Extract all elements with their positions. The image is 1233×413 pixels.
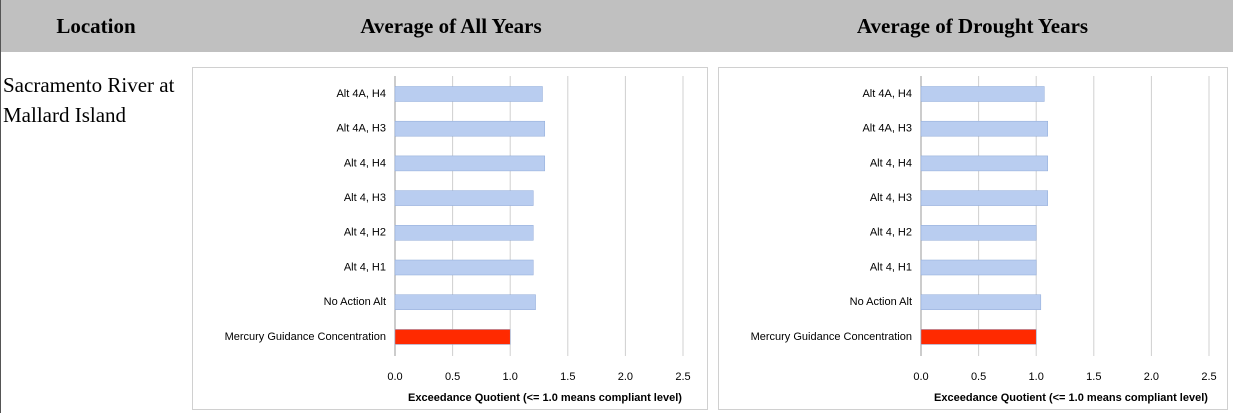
bar xyxy=(920,329,1037,345)
x-tick-label: 1.0 xyxy=(1029,371,1044,383)
bar xyxy=(920,259,1037,276)
header-cell: Location xyxy=(0,0,191,52)
x-tick-label: 0.0 xyxy=(387,371,402,383)
location-cell: Sacramento River at Mallard Island xyxy=(3,73,175,127)
x-tick-label: 1.5 xyxy=(560,371,575,383)
x-tick-label: 2.0 xyxy=(1144,371,1159,383)
border xyxy=(0,52,1,413)
y-tick-label: No Action Alt xyxy=(850,296,912,308)
y-tick-label: No Action Alt xyxy=(324,296,386,308)
x-tick-label: 0.5 xyxy=(971,371,986,383)
bar xyxy=(394,190,534,206)
chart: 0.0 0.5 1.0 1.5 2.0 2.5 Alt 4A, H4 Alt 4A, H3 Al… xyxy=(718,67,1228,410)
bar xyxy=(394,86,543,102)
y-tick-label: Alt 4A, H3 xyxy=(862,123,912,135)
x-tick-label: 2.0 xyxy=(618,371,633,383)
bar xyxy=(394,155,546,172)
bar xyxy=(920,86,1045,102)
x-tick-label: 0.5 xyxy=(445,371,460,383)
y-tick-label: Alt 4, H4 xyxy=(344,157,386,169)
bar xyxy=(394,259,534,276)
bar xyxy=(394,225,534,241)
y-tick-label: Mercury Guidance Concentration xyxy=(225,331,386,343)
y-tick-label: Alt 4, H2 xyxy=(870,227,912,239)
header-cell: Average of All Years xyxy=(190,0,712,52)
x-axis-title: Exceedance Quotient (<= 1.0 means compli… xyxy=(408,392,682,404)
bar xyxy=(920,120,1048,137)
bar xyxy=(394,294,536,310)
chart: 0.0 0.5 1.0 1.5 2.0 2.5 Alt 4A, H4 Alt 4A, H3 Al… xyxy=(192,67,708,410)
y-tick-label: Alt 4A, H4 xyxy=(862,88,912,100)
bar xyxy=(394,329,511,345)
bar xyxy=(920,155,1048,172)
bar xyxy=(920,190,1048,206)
bar xyxy=(920,225,1037,241)
y-tick-label: Alt 4, H4 xyxy=(870,157,912,169)
y-tick-label: Alt 4A, H3 xyxy=(336,123,386,135)
bar xyxy=(394,120,546,137)
y-tick-label: Alt 4, H2 xyxy=(344,227,386,239)
x-tick-label: 1.0 xyxy=(503,371,518,383)
x-axis-title: Exceedance Quotient (<= 1.0 means compli… xyxy=(934,392,1208,404)
x-tick-label: 2.5 xyxy=(675,371,690,383)
x-tick-label: 1.5 xyxy=(1086,371,1101,383)
y-tick-label: Mercury Guidance Concentration xyxy=(751,331,912,343)
bar xyxy=(920,294,1042,310)
x-tick-label: 0.0 xyxy=(913,371,928,383)
header-cell: Average of Drought Years xyxy=(712,0,1233,52)
y-tick-label: Alt 4, H3 xyxy=(870,192,912,204)
y-tick-label: Alt 4, H1 xyxy=(344,261,386,273)
y-tick-label: Alt 4A, H4 xyxy=(336,88,386,100)
y-tick-label: Alt 4, H1 xyxy=(870,261,912,273)
x-tick-label: 2.5 xyxy=(1201,371,1216,383)
y-tick-label: Alt 4, H3 xyxy=(344,192,386,204)
